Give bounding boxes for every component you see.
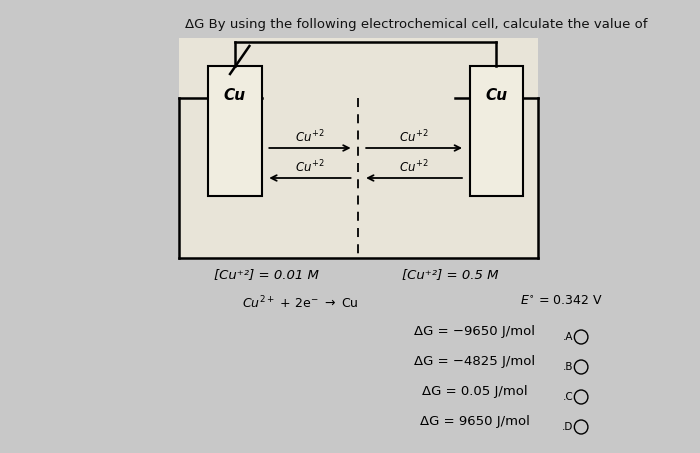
Text: $\mathit{Cu}^{+2}$: $\mathit{Cu}^{+2}$ [295, 159, 325, 175]
Text: Cu: Cu [224, 88, 246, 103]
Bar [179, 38, 538, 258]
Text: .C: .C [563, 392, 573, 402]
Text: ΔG = 9650 J/mol: ΔG = 9650 J/mol [420, 415, 529, 428]
Text: .A: .A [563, 332, 573, 342]
Text: ΔG = −9650 J/mol: ΔG = −9650 J/mol [414, 325, 535, 338]
Text: $\mathit{Cu}^{+2}$: $\mathit{Cu}^{+2}$ [399, 159, 429, 175]
Text: .B: .B [563, 362, 573, 372]
Bar [470, 66, 523, 196]
Text: [Cu⁺²] = 0.01 M: [Cu⁺²] = 0.01 M [214, 268, 318, 281]
Text: .D: .D [562, 422, 573, 432]
Text: $\mathit{Cu}^{+2}$: $\mathit{Cu}^{+2}$ [295, 128, 325, 145]
Text: ΔG By using the following electrochemical cell, calculate the value of: ΔG By using the following electrochemica… [186, 18, 648, 31]
Text: [Cu⁺²] = 0.5 M: [Cu⁺²] = 0.5 M [402, 268, 498, 281]
Text: Cu: Cu [485, 88, 508, 103]
Text: $\mathit{Cu}^{+2}$: $\mathit{Cu}^{+2}$ [399, 128, 429, 145]
Text: $E^{\circ}$ = 0.342 V: $E^{\circ}$ = 0.342 V [520, 295, 603, 308]
Text: ΔG = −4825 J/mol: ΔG = −4825 J/mol [414, 355, 536, 368]
Bar [208, 66, 262, 196]
Text: $\mathit{Cu}^{2+}$ + 2e$^{-}$ $\rightarrow$ Cu: $\mathit{Cu}^{2+}$ + 2e$^{-}$ $\rightarr… [242, 295, 358, 312]
Text: ΔG = 0.05 J/mol: ΔG = 0.05 J/mol [422, 385, 527, 398]
